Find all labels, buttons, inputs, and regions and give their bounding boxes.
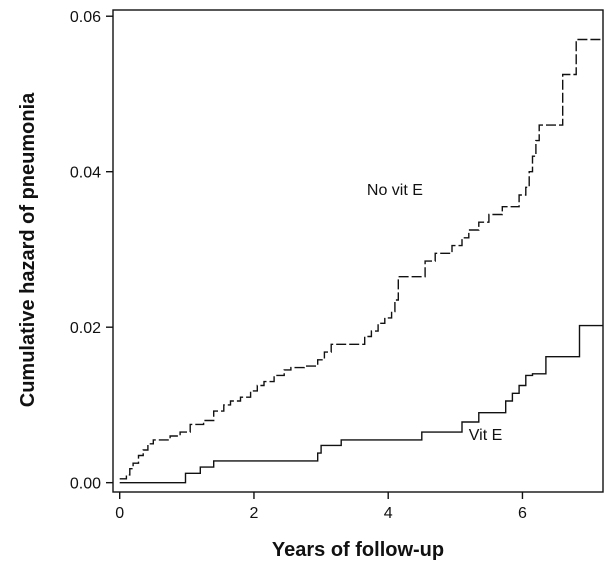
x-tick-label: 2 [250, 505, 259, 522]
x-tick-label: 4 [384, 505, 393, 522]
x-tick-label: 0 [115, 505, 124, 522]
plot-frame [112, 9, 604, 493]
x-tick-label: 6 [518, 505, 527, 522]
series-line-vit-e [119, 324, 603, 484]
axis-layer: 0 2 4 6 0.00 0.02 0.04 0.06 [70, 9, 527, 522]
series-layer [119, 38, 603, 484]
y-tick-label: 0.00 [70, 476, 101, 493]
y-axis-label: Cumulative hazard of pneumonia [17, 92, 39, 407]
series-label-vit-e: Vit E [469, 427, 503, 444]
x-axis-label: Years of follow-up [272, 539, 444, 561]
y-tick-label: 0.06 [70, 9, 101, 26]
y-tick-label: 0.04 [70, 165, 101, 182]
series-line-no-vit-e [119, 38, 603, 480]
y-tick-label: 0.02 [70, 320, 101, 337]
series-label-no-vit-e: No vit E [367, 182, 423, 199]
